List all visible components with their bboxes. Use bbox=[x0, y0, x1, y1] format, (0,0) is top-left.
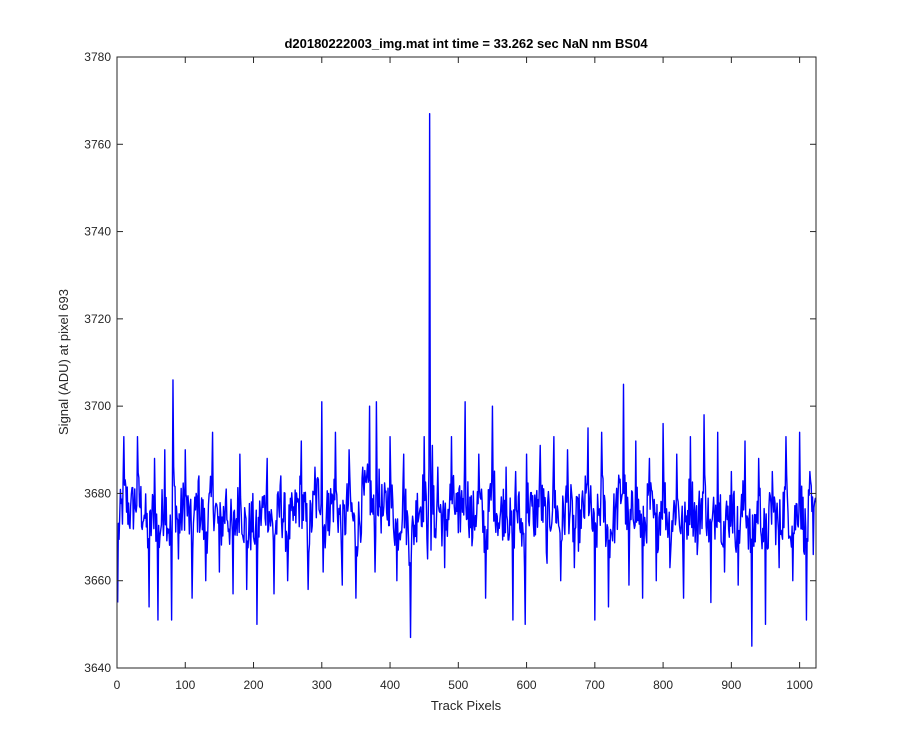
x-tick-label: 400 bbox=[380, 678, 400, 692]
y-tick-label: 3700 bbox=[84, 399, 111, 413]
chart-title: d20180222003_img.mat int time = 33.262 s… bbox=[284, 36, 648, 51]
x-tick-label: 700 bbox=[585, 678, 605, 692]
y-tick-label: 3760 bbox=[84, 137, 111, 151]
axes-box bbox=[116, 56, 817, 669]
y-tick-label: 3740 bbox=[84, 225, 111, 239]
signal-series-line bbox=[117, 113, 816, 647]
axes-layer: 0 100 200 300 400 500 600 700 800 900 1000 3640 3660… bbox=[84, 50, 817, 692]
x-tick-label: 100 bbox=[175, 678, 195, 692]
x-tick-label: 800 bbox=[653, 678, 673, 692]
x-tick-label: 500 bbox=[448, 678, 468, 692]
x-tick-label: 1000 bbox=[786, 678, 813, 692]
y-tick-label: 3680 bbox=[84, 486, 111, 500]
y-tick-label: 3640 bbox=[84, 661, 111, 675]
x-axis-label: Track Pixels bbox=[431, 698, 502, 713]
y-tick-label: 3660 bbox=[84, 574, 111, 588]
x-tick-label: 600 bbox=[517, 678, 537, 692]
x-tick-label: 300 bbox=[312, 678, 332, 692]
y-tick-label: 3720 bbox=[84, 312, 111, 326]
x-tick-label: 900 bbox=[721, 678, 741, 692]
x-tick-label: 200 bbox=[244, 678, 264, 692]
x-tick-label: 0 bbox=[114, 678, 121, 692]
data-layer bbox=[117, 113, 816, 647]
y-tick-label: 3780 bbox=[84, 50, 111, 64]
y-axis-label: Signal (ADU) at pixel 693 bbox=[56, 289, 71, 435]
